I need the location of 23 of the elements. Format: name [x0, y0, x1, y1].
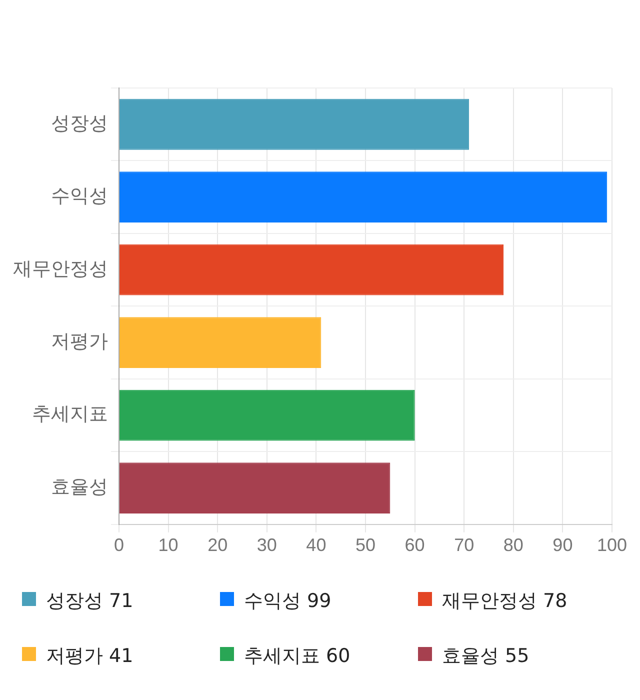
- x-tick-label: 30: [256, 535, 277, 556]
- x-tick-label: 100: [596, 535, 628, 556]
- category-label: 효율성 55: [442, 645, 530, 667]
- x-tick-label: 70: [454, 535, 474, 556]
- y-tick-label: 추세지표: [32, 403, 108, 426]
- y-tick-label: 효율성: [51, 476, 108, 498]
- y-tick-label: 수익성: [51, 185, 108, 208]
- x-tick-label: 10: [158, 535, 178, 556]
- x-tick-label: 80: [503, 535, 524, 556]
- x-tick-label: 20: [208, 535, 228, 556]
- x-tick-label: 50: [355, 535, 376, 556]
- x-tick-label: 0: [114, 535, 124, 556]
- category-label: 재무안정성 78: [442, 590, 568, 612]
- y-tick-label: 성장성: [51, 112, 108, 134]
- y-tick-label: 저평가: [51, 330, 108, 353]
- y-tick-label: 재무안정성: [13, 258, 108, 280]
- category-label: 수익성 99: [244, 590, 332, 612]
- x-tick-label: 40: [306, 535, 326, 556]
- category-label: 저평가 41: [46, 645, 134, 667]
- x-tick-label: 90: [552, 535, 573, 556]
- x-tick-label: 60: [404, 535, 425, 556]
- category-label: 추세지표 60: [244, 645, 350, 667]
- category-label: 성장성 71: [46, 590, 134, 612]
